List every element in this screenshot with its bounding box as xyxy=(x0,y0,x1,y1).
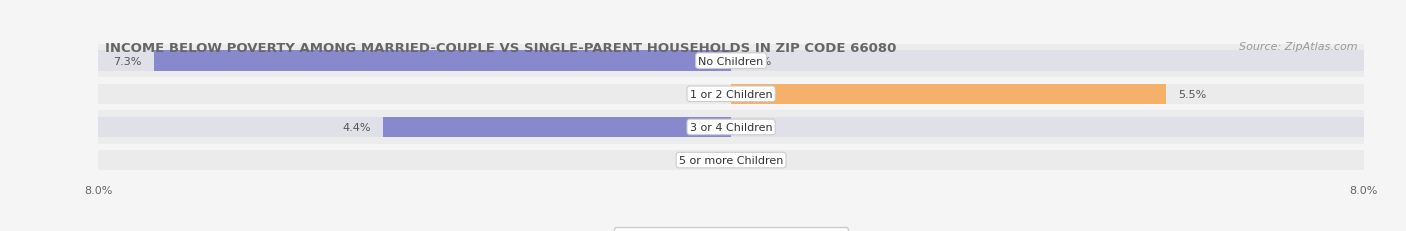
Bar xyxy=(98,78,1364,111)
Text: 5 or more Children: 5 or more Children xyxy=(679,155,783,165)
Text: INCOME BELOW POVERTY AMONG MARRIED-COUPLE VS SINGLE-PARENT HOUSEHOLDS IN ZIP COD: INCOME BELOW POVERTY AMONG MARRIED-COUPL… xyxy=(105,42,896,55)
Bar xyxy=(98,84,1364,105)
Text: 5.5%: 5.5% xyxy=(1178,89,1206,99)
Text: 0.0%: 0.0% xyxy=(742,56,772,66)
Bar xyxy=(731,84,1166,105)
Text: 3 or 4 Children: 3 or 4 Children xyxy=(690,122,772,132)
Legend: Married Couples, Single Parents: Married Couples, Single Parents xyxy=(614,228,848,231)
Text: 7.3%: 7.3% xyxy=(114,56,142,66)
Text: 0.0%: 0.0% xyxy=(742,122,772,132)
Text: 4.4%: 4.4% xyxy=(343,122,371,132)
Bar xyxy=(98,144,1364,177)
Text: 1 or 2 Children: 1 or 2 Children xyxy=(690,89,772,99)
Bar xyxy=(153,51,731,72)
Text: 0.0%: 0.0% xyxy=(690,89,720,99)
Text: 0.0%: 0.0% xyxy=(690,155,720,165)
Bar xyxy=(382,117,731,138)
Bar xyxy=(98,111,1364,144)
Text: Source: ZipAtlas.com: Source: ZipAtlas.com xyxy=(1239,42,1358,52)
Bar xyxy=(98,51,1364,72)
Text: 0.0%: 0.0% xyxy=(742,155,772,165)
Bar xyxy=(98,45,1364,78)
Text: No Children: No Children xyxy=(699,56,763,66)
Bar xyxy=(98,117,1364,138)
Bar xyxy=(98,150,1364,171)
